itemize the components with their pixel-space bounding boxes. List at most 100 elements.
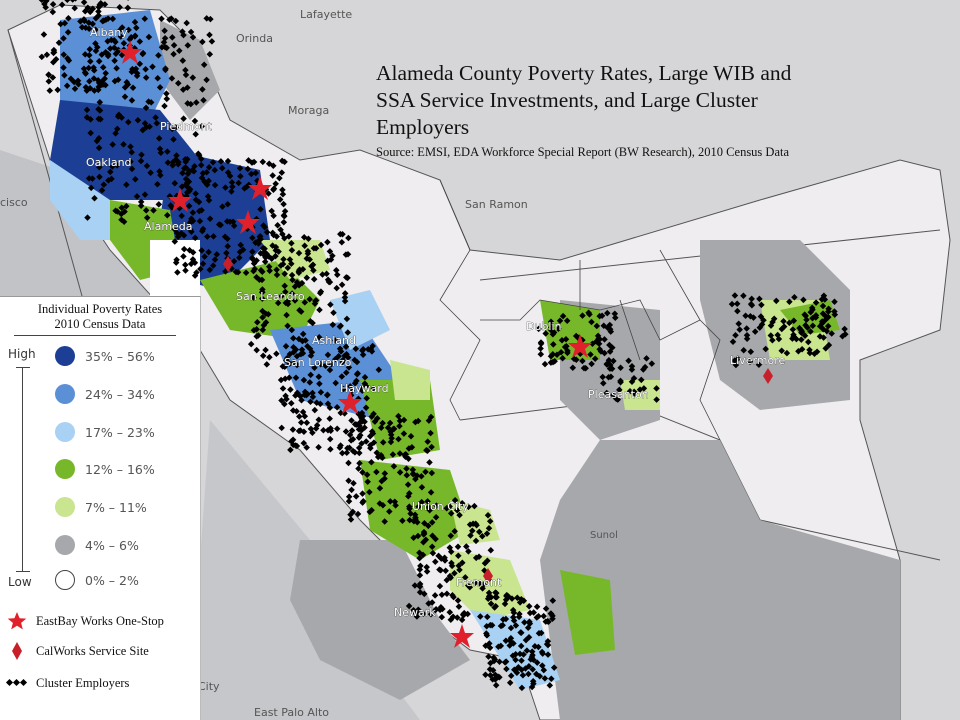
cluster-employer-marker <box>487 546 495 554</box>
cluster-employer-marker <box>99 17 106 25</box>
cluster-employer-marker <box>41 0 48 8</box>
cluster-employer-marker <box>373 468 380 476</box>
cluster-employer-marker <box>200 97 207 104</box>
cluster-employer-marker <box>317 360 324 368</box>
cluster-employer-marker <box>758 301 765 309</box>
cluster-employer-marker <box>324 257 331 265</box>
cluster-employer-marker <box>358 440 365 447</box>
cluster-employer-marker <box>348 417 355 424</box>
cluster-employer-marker <box>193 269 200 276</box>
cluster-employer-marker <box>426 459 433 466</box>
cluster-employer-marker <box>340 385 347 393</box>
cluster-employer-marker <box>236 164 244 172</box>
cluster-employer-marker <box>616 386 623 394</box>
cluster-employer-marker <box>597 348 605 355</box>
cluster-employer-marker <box>351 356 358 364</box>
cluster-employer-marker <box>283 395 290 403</box>
cluster-employer-marker <box>252 169 260 177</box>
cluster-employer-marker <box>406 516 413 524</box>
cluster-employer-marker <box>276 174 283 182</box>
cluster-employer-marker <box>71 85 79 92</box>
cluster-employer-marker <box>265 190 272 197</box>
cluster-employer-marker <box>270 231 277 239</box>
cluster-employer-marker <box>170 50 177 58</box>
cluster-employer-marker <box>416 554 423 562</box>
cluster-employer-marker <box>282 343 290 350</box>
cluster-employer-marker <box>89 175 96 182</box>
legend-swatch <box>55 570 75 590</box>
cluster-employer-marker <box>274 299 282 307</box>
cluster-employer-marker <box>732 332 739 339</box>
cluster-employer-marker <box>228 179 236 186</box>
cluster-employer-marker <box>413 472 421 479</box>
cluster-employer-marker <box>134 117 142 124</box>
cluster-employer-marker <box>368 458 375 466</box>
cluster-employer-marker <box>156 168 163 175</box>
cluster-employer-marker <box>323 391 331 399</box>
cluster-employer-marker <box>143 214 151 222</box>
cluster-employer-marker <box>38 53 46 61</box>
cluster-employer-marker <box>206 51 214 58</box>
cluster-employer-marker <box>579 357 586 365</box>
cluster-employer-marker <box>522 636 530 644</box>
cluster-employer-marker <box>604 309 611 317</box>
cluster-employer-marker <box>499 622 506 629</box>
cluster-employer-marker <box>208 38 216 45</box>
cluster-employer-marker <box>224 157 232 165</box>
cluster-employer-marker <box>221 233 229 240</box>
cluster-employer-marker <box>195 150 202 158</box>
cluster-employer-marker <box>95 79 103 87</box>
cluster-employer-marker <box>343 350 350 358</box>
cluster-employer-marker <box>412 418 419 426</box>
calworks-marker <box>223 256 233 272</box>
cluster-employer-marker <box>420 610 427 618</box>
cluster-employer-marker <box>735 320 742 328</box>
cluster-employer-marker <box>306 296 313 303</box>
cluster-employer-marker <box>235 179 242 187</box>
cluster-employer-marker <box>288 247 296 254</box>
cluster-employer-marker <box>133 193 141 200</box>
cluster-employer-marker <box>112 207 119 215</box>
cluster-employer-marker <box>87 184 95 192</box>
cluster-employer-marker <box>133 24 140 32</box>
cluster-employer-marker <box>203 76 210 84</box>
cluster-employer-marker <box>279 363 287 370</box>
cluster-employer-marker <box>284 300 292 308</box>
cluster-employer-marker <box>510 613 517 621</box>
cluster-employer-marker <box>309 393 317 401</box>
cluster-employer-marker <box>254 318 261 326</box>
cluster-employer-marker <box>506 642 513 649</box>
diamond-icon <box>4 641 30 661</box>
cluster-employer-marker <box>273 266 280 274</box>
cluster-employer-marker <box>518 629 525 636</box>
cluster-employer-marker <box>362 404 370 411</box>
cluster-employer-marker <box>487 600 495 607</box>
cluster-employer-marker <box>316 380 323 387</box>
cluster-employer-marker <box>273 271 281 279</box>
cluster-employer-marker <box>324 238 331 246</box>
cluster-employer-marker <box>315 416 323 424</box>
legend-class-label: 35% – 56% <box>85 348 155 364</box>
cluster-employer-marker <box>819 302 827 310</box>
cluster-employer-marker <box>801 332 809 339</box>
cluster-employer-marker <box>281 270 288 277</box>
cluster-employer-marker <box>179 57 187 64</box>
cluster-employer-marker <box>299 408 307 416</box>
cluster-employer-marker <box>61 19 69 27</box>
legend-title-line: 2010 Census Data <box>54 317 146 331</box>
cluster-employer-marker <box>250 294 257 301</box>
cluster-employer-marker <box>169 162 176 169</box>
cluster-employer-marker <box>158 15 165 22</box>
cluster-employer-marker <box>279 191 287 198</box>
cluster-employer-marker <box>359 347 366 354</box>
cluster-employer-marker <box>740 346 747 354</box>
cluster-employer-marker <box>389 451 397 458</box>
cluster-employer-marker <box>555 325 562 333</box>
cluster-employer-marker <box>591 355 599 363</box>
cluster-employer-marker <box>184 42 192 49</box>
cluster-employer-marker <box>131 18 139 26</box>
cluster-employer-marker <box>266 353 273 361</box>
cluster-employer-marker <box>424 498 431 505</box>
cluster-employer-marker <box>361 380 369 387</box>
cluster-employer-marker <box>489 667 497 674</box>
